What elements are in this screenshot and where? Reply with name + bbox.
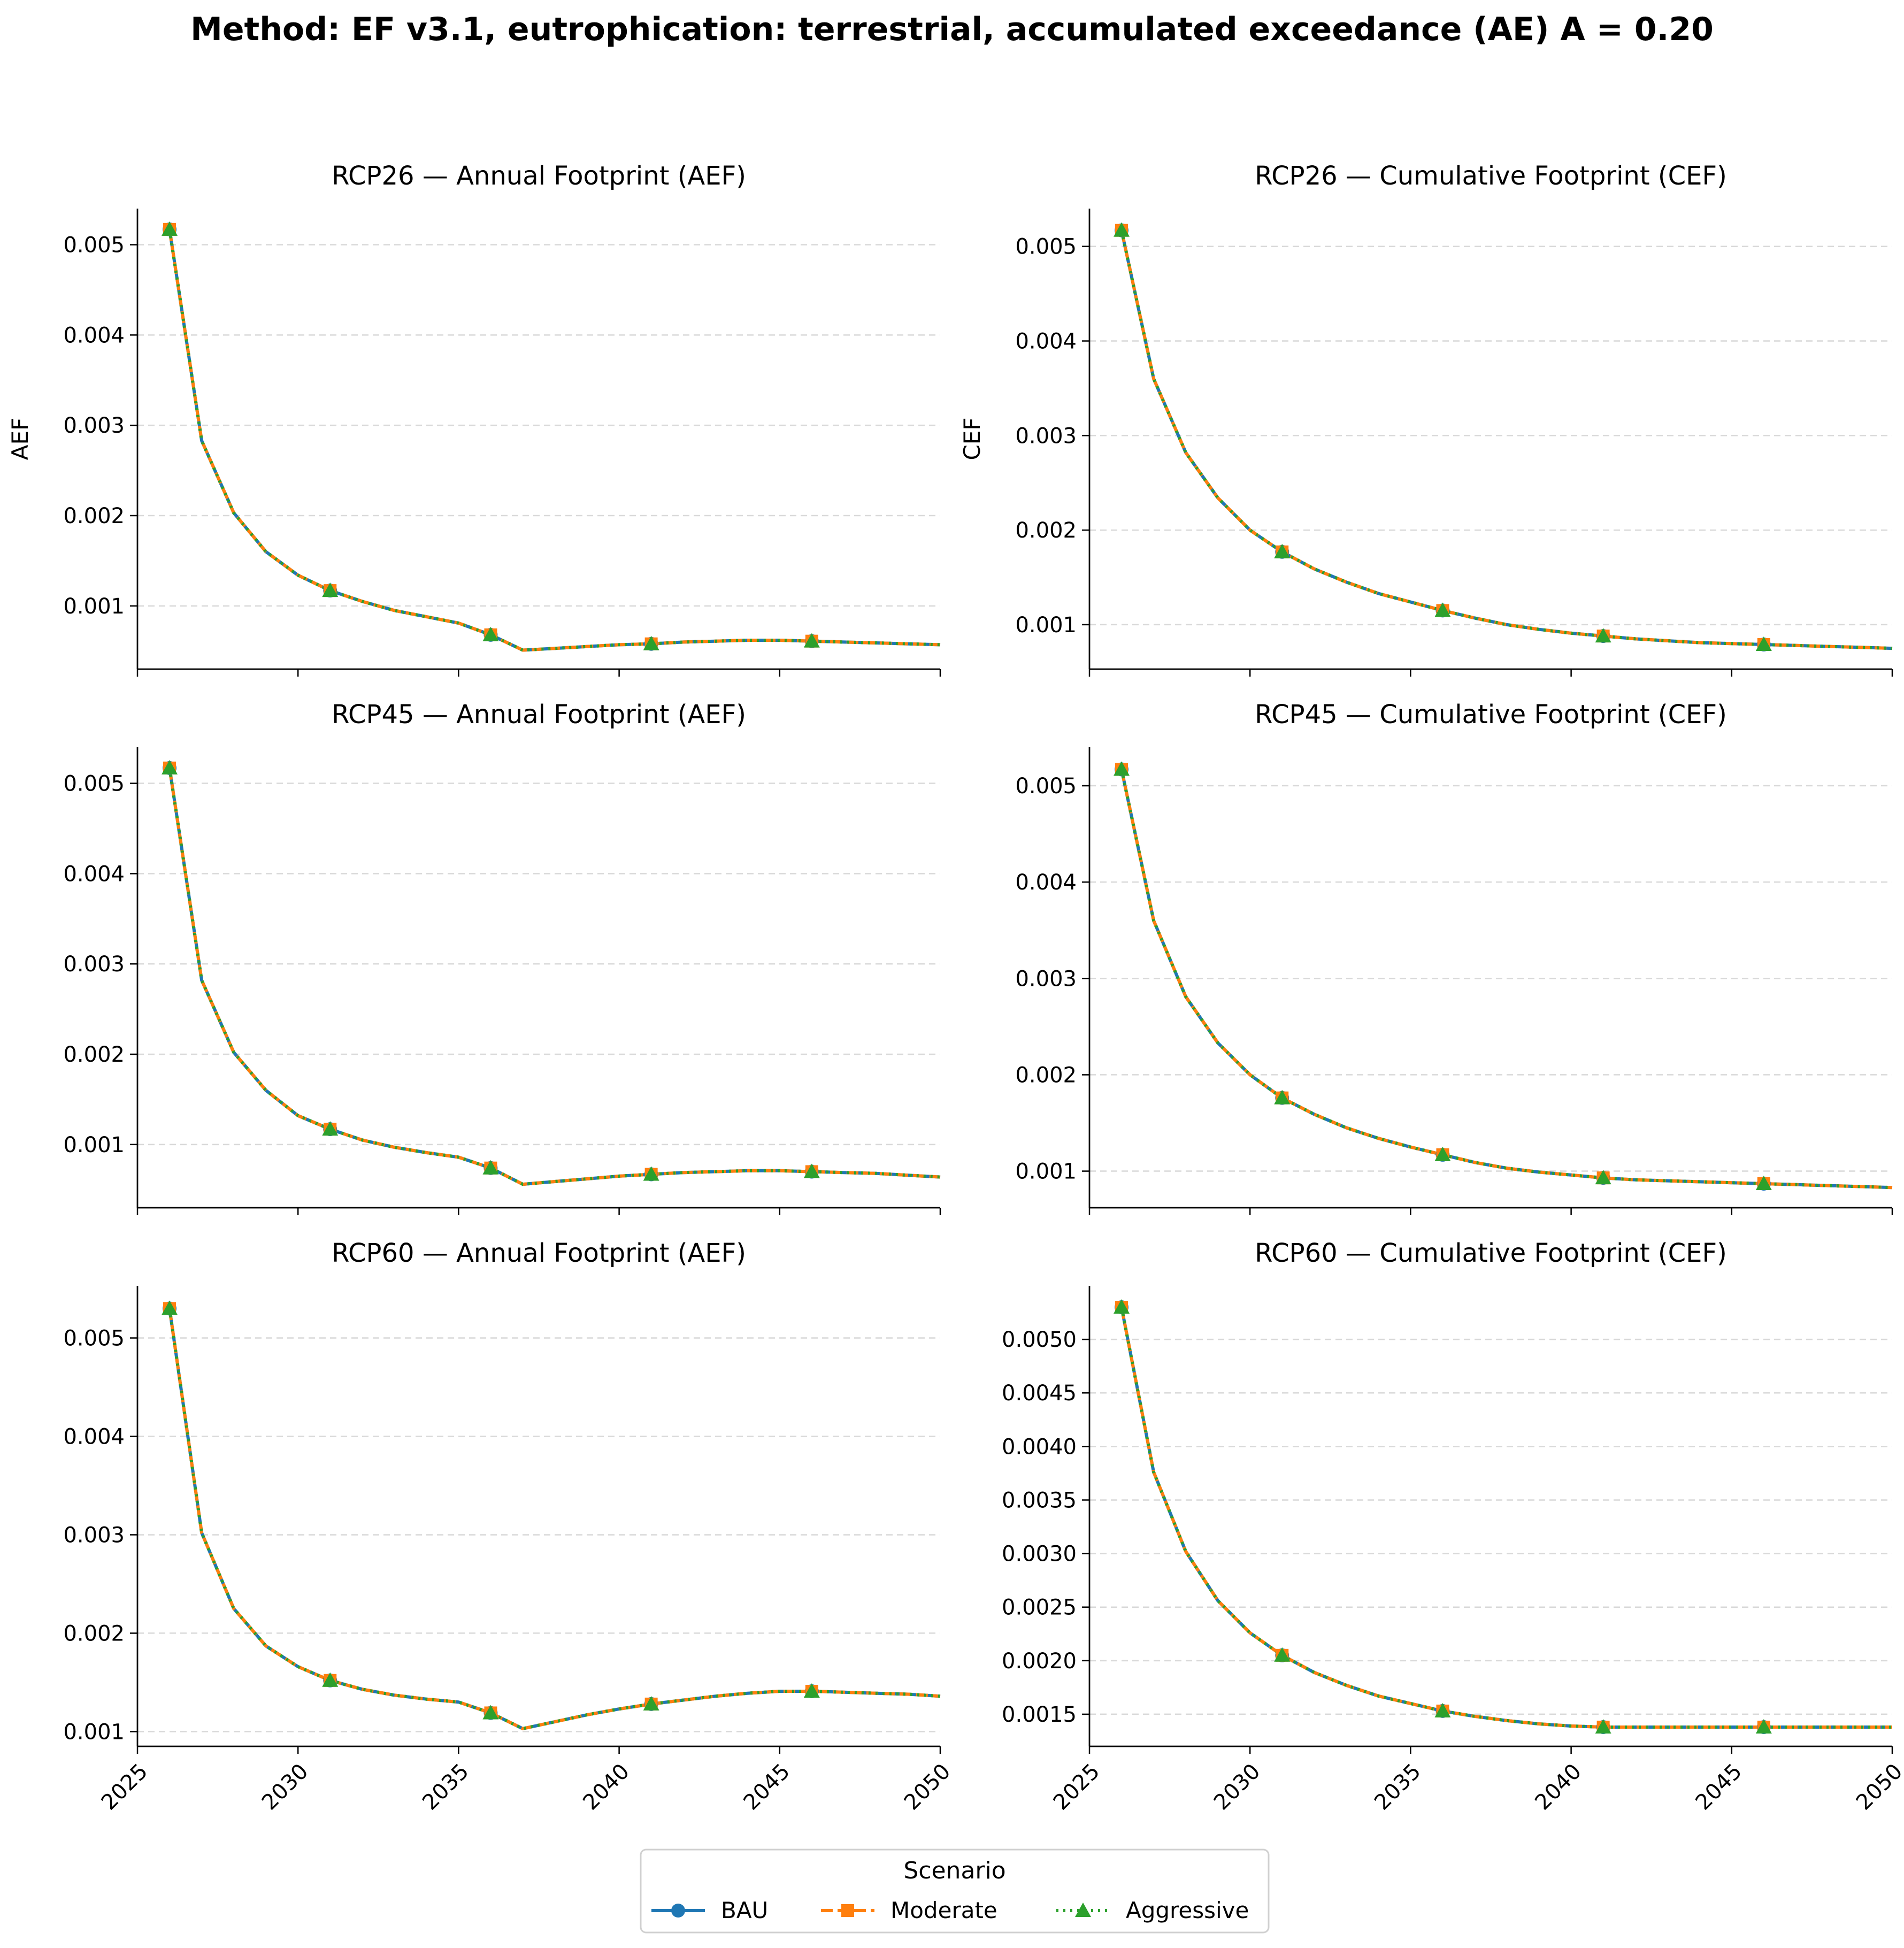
data-point-aggressive [322,1121,339,1136]
y-tick-label: 0.001 [1015,613,1077,638]
y-tick-label: 0.003 [1015,424,1077,448]
y-tick-label: 0.0030 [1002,1542,1077,1567]
data-point-aggressive [1114,1299,1130,1314]
y-tick-label: 0.001 [63,1720,125,1744]
y-tick-label: 0.0020 [1002,1649,1077,1674]
subplot-title: RCP60 — Cumulative Footprint (CEF) [1255,1238,1727,1268]
y-tick-label: 0.002 [1015,518,1077,543]
data-point-aggressive [1434,1146,1451,1161]
y-tick-label: 0.005 [1015,235,1077,259]
data-point-aggressive [1274,1090,1291,1105]
subplot-3: RCP45 — Annual Footprint (AEF) 0.001 0.002… [63,700,941,1215]
data-point-aggressive [643,1166,659,1181]
data-point-aggressive [322,582,339,597]
y-axis-label: AEF [7,418,33,460]
data-point-aggressive [1595,1719,1611,1734]
legend-label: Aggressive [1126,1897,1249,1923]
y-tick-label: 0.001 [63,1133,125,1157]
y-tick-label: 0.003 [1015,967,1077,991]
data-point-aggressive [162,1300,178,1315]
data-point-aggressive [1434,602,1451,617]
subplot-title: RCP45 — Annual Footprint (AEF) [332,700,746,730]
legend-label: BAU [721,1897,768,1923]
data-point-aggressive [482,626,499,641]
y-tick-label: 0.0035 [1002,1488,1077,1513]
y-tick-label: 0.005 [63,1326,125,1351]
data-point-aggressive [1595,628,1611,643]
y-tick-label: 0.004 [63,323,125,348]
y-axis-label: CEF [959,417,985,460]
subplot-2: RCP26 — Cumulative Footprint (CEF) 0.001 0… [959,161,1893,677]
subplot-1: RCP26 — Annual Footprint (AEF) 0.001 0.002… [7,161,941,677]
data-point-aggressive [803,1163,820,1178]
y-tick-label: 0.0025 [1002,1596,1077,1620]
legend-swatch-marker [1075,1903,1091,1917]
subplot-title: RCP45 — Cumulative Footprint (CEF) [1255,700,1727,730]
data-point-aggressive [803,1683,820,1698]
y-tick-label: 0.0040 [1002,1435,1077,1459]
legend: Scenario BAU Moderate Aggressive [640,1849,1270,1934]
legend-swatch-marker [841,1904,854,1917]
data-point-aggressive [643,635,659,650]
y-tick-label: 0.002 [63,504,125,528]
data-point-aggressive [1755,1719,1772,1734]
data-point-aggressive [803,633,820,648]
data-point-aggressive [1114,222,1130,237]
series-line-aggressive [168,1308,941,1730]
subplot-title: RCP26 — Cumulative Footprint (CEF) [1255,161,1727,191]
legend-swatch-marker [671,1904,685,1918]
data-point-aggressive [322,1672,339,1687]
data-point-aggressive [1595,1170,1611,1185]
subplot-title: RCP26 — Annual Footprint (AEF) [332,161,746,191]
y-tick-label: 0.004 [1015,329,1077,354]
y-tick-label: 0.002 [1015,1063,1077,1087]
y-tick-label: 0.001 [1015,1160,1077,1184]
y-tick-label: 0.0015 [1002,1702,1077,1727]
data-point-aggressive [482,1705,499,1720]
legend-frame [640,1849,1270,1934]
legend-label: Moderate [890,1897,997,1923]
y-tick-label: 0.002 [63,1042,125,1067]
legend-title: Scenario [903,1857,1005,1884]
data-point-aggressive [1755,636,1772,651]
legend-entry-bau: BAU [651,1897,768,1923]
y-tick-label: 0.0050 [1002,1328,1077,1352]
y-tick-label: 0.003 [63,413,125,438]
data-point-aggressive [1274,1647,1291,1662]
data-point-aggressive [482,1160,499,1175]
y-tick-label: 0.003 [63,952,125,977]
y-tick-label: 0.004 [1015,870,1077,895]
series-line-aggressive [168,768,941,1186]
series-line-aggressive [168,229,941,652]
y-tick-label: 0.001 [63,594,125,619]
y-tick-label: 0.002 [63,1621,125,1646]
data-point-aggressive [1434,1702,1451,1717]
y-tick-label: 0.005 [63,233,125,258]
y-tick-label: 0.005 [63,772,125,796]
y-tick-label: 0.004 [63,1424,125,1449]
data-point-aggressive [1274,543,1291,558]
y-tick-label: 0.005 [1015,774,1077,799]
data-point-aggressive [643,1696,659,1711]
subplot-title: RCP60 — Annual Footprint (AEF) [332,1238,746,1268]
data-point-aggressive [1755,1175,1772,1190]
data-point-aggressive [162,760,178,774]
y-tick-label: 0.0045 [1002,1381,1077,1406]
data-point-aggressive [1114,761,1130,776]
y-tick-label: 0.004 [63,862,125,886]
subplot-4: RCP45 — Cumulative Footprint (CEF) 0.001 0… [1015,700,1893,1215]
figure-title: Method: EF v3.1, eutrophication: terrest… [190,11,1714,48]
legend-entry-moderate: Moderate [821,1897,997,1923]
legend-entry-aggressive: Aggressive [1056,1897,1249,1923]
legend-entries: BAU Moderate Aggressive [651,1897,1249,1923]
data-point-aggressive [162,221,178,236]
y-tick-label: 0.003 [63,1523,125,1547]
